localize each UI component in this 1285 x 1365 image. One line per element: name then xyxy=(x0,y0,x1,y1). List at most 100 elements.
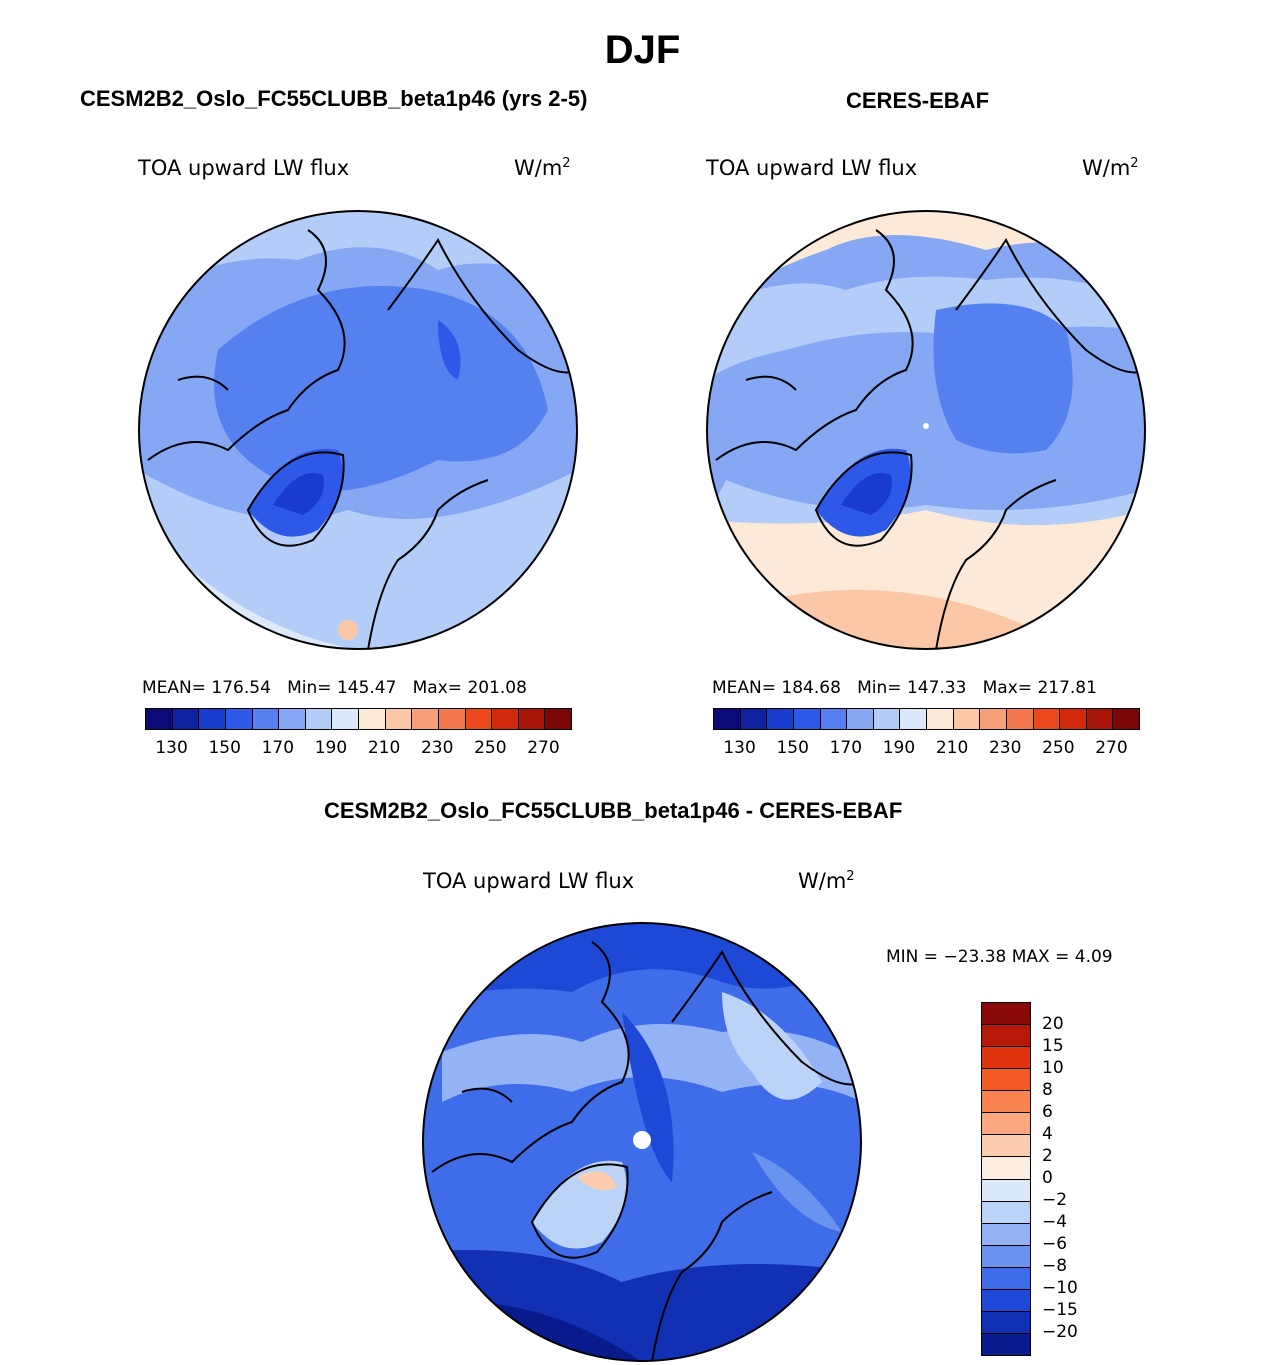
model-colorbar-swatch xyxy=(385,709,413,729)
diff-colorbar-swatch xyxy=(982,1311,1030,1334)
model-colorbar-swatch xyxy=(172,709,200,729)
obs-colorbar-swatch xyxy=(1113,709,1139,729)
obs-map-border xyxy=(706,210,1146,650)
diff-colorbar-tick-label: 4 xyxy=(1042,1124,1053,1144)
obs-colorbar-swatch xyxy=(767,709,794,729)
diff-field-pole-gap xyxy=(633,1131,651,1149)
diff-colorbar-ticks: 20 15 10 8 6 4 2 0 −2 −4 −6 −8 −10 −15 −20 xyxy=(1042,1002,1102,1354)
diff-colorbar-tick-label: 10 xyxy=(1042,1058,1064,1078)
diff-colorbar-swatch xyxy=(982,1025,1030,1048)
model-panel-title: CESM2B2_Oslo_FC55CLUBB_beta1p46 (yrs 2-5… xyxy=(80,86,588,111)
diff-colorbar-tick-label: 0 xyxy=(1042,1168,1053,1188)
obs-colorbar-tick-label: 230 xyxy=(988,738,1022,758)
obs-colorbar-swatch xyxy=(927,709,954,729)
diff-polar-map xyxy=(422,922,862,1362)
diff-colorbar-swatch xyxy=(982,1113,1030,1136)
model-polar-map xyxy=(138,210,578,650)
model-colorbar xyxy=(145,708,572,730)
model-coastlines xyxy=(147,229,577,649)
obs-colorbar-ticks: 130 150 170 190 210 230 250 270 xyxy=(713,738,1138,760)
obs-colorbar-tick-label: 170 xyxy=(829,738,863,758)
obs-stats: MEAN= 184.68 Min= 147.33 Max= 217.81 xyxy=(712,678,1097,698)
model-colorbar-swatch xyxy=(225,709,253,729)
model-colorbar-swatch xyxy=(492,709,519,729)
obs-colorbar-swatch xyxy=(953,709,981,729)
diff-colorbar-tick-label: 15 xyxy=(1042,1036,1064,1056)
model-colorbar-tick-label: 190 xyxy=(314,738,348,758)
diff-colorbar-swatch xyxy=(982,1047,1030,1070)
diff-colorbar-tick-label: 8 xyxy=(1042,1080,1053,1100)
model-stats: MEAN= 176.54 Min= 145.47 Max= 201.08 xyxy=(142,678,527,698)
diff-field-light-patch xyxy=(722,992,822,1100)
diff-colorbar-tick-label: −2 xyxy=(1042,1190,1068,1210)
obs-panel-title: CERES-EBAF xyxy=(846,88,990,113)
obs-field-pole-gap xyxy=(923,423,929,429)
model-colorbar-tick-label: 230 xyxy=(420,738,454,758)
diff-map-border xyxy=(422,922,862,1362)
obs-colorbar-tick-label: 250 xyxy=(1042,738,1075,758)
diff-colorbar-swatch xyxy=(982,1157,1030,1180)
model-colorbar-swatch xyxy=(518,709,546,729)
model-colorbar-swatch xyxy=(279,709,306,729)
obs-field-light-band xyxy=(707,276,1145,380)
obs-colorbar-tick-label: 270 xyxy=(1095,738,1128,758)
diff-field-central-dark xyxy=(622,1012,674,1182)
model-colorbar-tick-label: 130 xyxy=(155,738,188,758)
model-colorbar-swatch xyxy=(438,709,466,729)
diff-colorbar-swatch xyxy=(982,1069,1030,1092)
model-colorbar-swatch xyxy=(412,709,439,729)
obs-colorbar-swatch xyxy=(1006,709,1034,729)
diff-colorbar-tick-label: −4 xyxy=(1042,1212,1068,1232)
diff-field-east-patch xyxy=(752,1152,842,1232)
diff-colorbar-tick-label: −15 xyxy=(1042,1300,1078,1320)
model-colorbar-ticks: 130 150 170 190 210 230 250 270 xyxy=(145,738,570,760)
obs-colorbar-tick-label: 190 xyxy=(882,738,916,758)
page-title: DJF xyxy=(604,28,681,72)
obs-colorbar-swatch xyxy=(873,709,901,729)
model-field-siberia-core xyxy=(438,320,461,380)
model-colorbar-tick-label: 210 xyxy=(367,738,401,758)
diff-colorbar-swatch xyxy=(982,1333,1030,1355)
obs-field-siberia xyxy=(933,303,1073,454)
diff-colorbar-tick-label: 2 xyxy=(1042,1146,1053,1166)
diff-colorbar-swatch xyxy=(982,1289,1030,1312)
model-field-greenland-core xyxy=(273,473,324,515)
obs-colorbar-swatch xyxy=(900,709,927,729)
model-colorbar-swatch xyxy=(146,709,173,729)
model-colorbar-swatch xyxy=(359,709,386,729)
diff-colorbar-swatch xyxy=(982,1201,1030,1224)
diff-field-greenland-warm xyxy=(577,1171,617,1191)
obs-colorbar-swatch xyxy=(740,709,768,729)
diff-colorbar-tick-label: −8 xyxy=(1042,1256,1068,1276)
diff-colorbar-swatch xyxy=(982,1179,1030,1202)
obs-colorbar-swatch xyxy=(714,709,741,729)
diff-colorbar xyxy=(981,1002,1031,1356)
obs-polar-map xyxy=(706,210,1146,650)
obs-colorbar xyxy=(713,708,1140,730)
diff-colorbar-tick-label: 6 xyxy=(1042,1102,1053,1122)
model-colorbar-tick-label: 150 xyxy=(208,738,241,758)
obs-colorbar-swatch xyxy=(847,709,874,729)
diff-colorbar-tick-label: 20 xyxy=(1042,1014,1064,1034)
obs-colorbar-tick-label: 210 xyxy=(935,738,969,758)
obs-colorbar-swatch xyxy=(793,709,821,729)
obs-colorbar-swatch xyxy=(980,709,1007,729)
obs-colorbar-tick-label: 130 xyxy=(723,738,756,758)
diff-panel-title: CESM2B2_Oslo_FC55CLUBB_beta1p46 - CERES-… xyxy=(324,798,903,823)
obs-field-greenland-core xyxy=(841,473,892,515)
obs-units-label: W/m2 xyxy=(1082,156,1139,180)
model-colorbar-swatch xyxy=(332,709,359,729)
model-map-border xyxy=(138,210,578,650)
diff-colorbar-swatch xyxy=(982,1223,1030,1246)
model-units-label: W/m2 xyxy=(514,156,571,180)
diff-colorbar-swatch xyxy=(982,1267,1030,1290)
obs-colorbar-swatch xyxy=(1033,709,1061,729)
diff-colorbar-tick-label: −10 xyxy=(1042,1278,1078,1298)
model-field-lower-light xyxy=(139,470,577,649)
model-colorbar-tick-label: 250 xyxy=(474,738,507,758)
model-colorbar-tick-label: 170 xyxy=(261,738,295,758)
obs-colorbar-tick-label: 150 xyxy=(776,738,809,758)
diff-coastlines xyxy=(431,941,861,1361)
model-colorbar-swatch xyxy=(305,709,333,729)
model-variable-label: TOA upward LW flux xyxy=(138,156,350,180)
